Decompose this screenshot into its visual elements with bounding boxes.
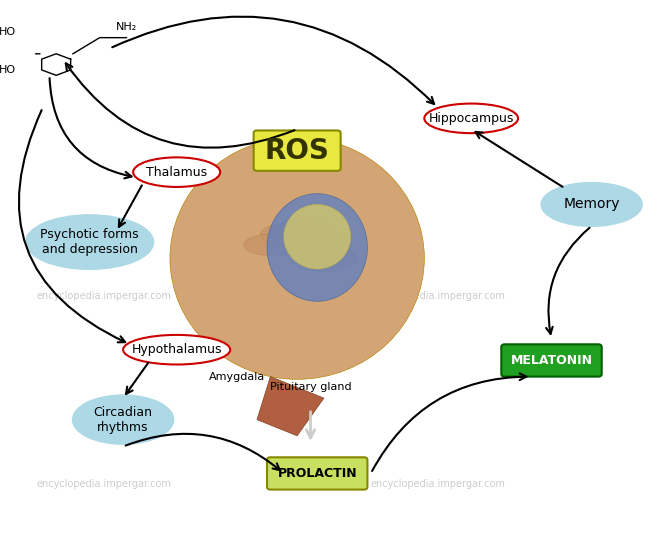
Text: encyclopedia.impergar.com: encyclopedia.impergar.com: [371, 479, 505, 489]
FancyBboxPatch shape: [501, 344, 601, 377]
Text: NH₂: NH₂: [116, 22, 137, 32]
Text: encyclopedia.impergar.com: encyclopedia.impergar.com: [371, 291, 505, 301]
Ellipse shape: [170, 137, 424, 379]
Ellipse shape: [277, 218, 317, 245]
Text: Thalamus: Thalamus: [146, 166, 207, 179]
Text: PROLACTIN: PROLACTIN: [278, 467, 357, 480]
Text: encyclopedia.impergar.com: encyclopedia.impergar.com: [36, 291, 171, 301]
Ellipse shape: [290, 245, 358, 272]
Ellipse shape: [284, 204, 351, 269]
Text: Pituitary gland: Pituitary gland: [269, 383, 351, 392]
Text: MELATONIN: MELATONIN: [511, 354, 593, 367]
Ellipse shape: [424, 103, 518, 133]
Polygon shape: [257, 377, 324, 436]
Ellipse shape: [260, 224, 307, 246]
Ellipse shape: [123, 335, 230, 365]
Ellipse shape: [244, 233, 304, 256]
Text: Amygdala: Amygdala: [209, 372, 265, 381]
Text: encyclopedia.impergar.com: encyclopedia.impergar.com: [36, 479, 171, 489]
Ellipse shape: [73, 395, 173, 444]
Ellipse shape: [133, 157, 220, 187]
Text: Circadian
rhythms: Circadian rhythms: [93, 406, 153, 434]
FancyBboxPatch shape: [253, 131, 341, 171]
Text: Hypothalamus: Hypothalamus: [132, 343, 222, 356]
Ellipse shape: [542, 183, 642, 226]
Ellipse shape: [287, 219, 334, 251]
Ellipse shape: [267, 194, 368, 301]
Ellipse shape: [26, 215, 153, 269]
Text: HO: HO: [0, 27, 16, 37]
Text: Psychotic forms
and depression: Psychotic forms and depression: [40, 228, 139, 256]
Text: Hippocampus: Hippocampus: [429, 112, 514, 125]
Text: Memory: Memory: [563, 197, 620, 211]
Ellipse shape: [290, 229, 351, 260]
FancyBboxPatch shape: [267, 457, 368, 490]
Text: ROS: ROS: [265, 137, 329, 165]
Text: HO: HO: [0, 65, 16, 75]
